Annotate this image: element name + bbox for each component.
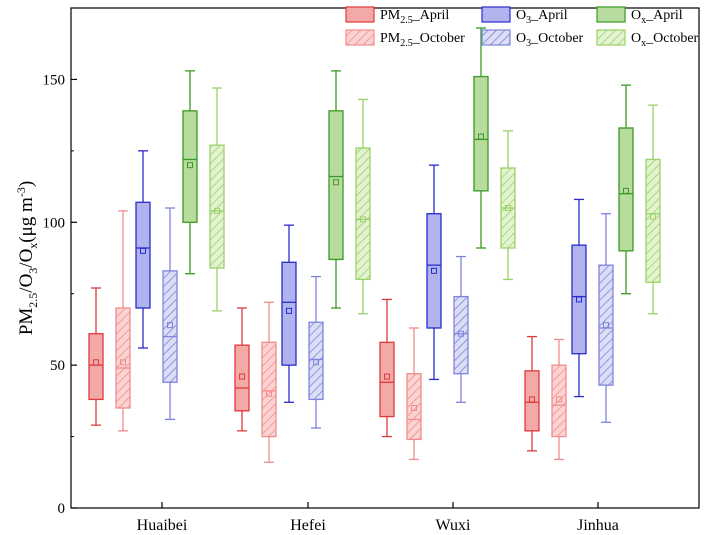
- mean-marker: [458, 330, 464, 337]
- legend-swatch: [345, 6, 375, 23]
- box-ox-october-hefei: [355, 98, 371, 315]
- legend-item-pm2-5-april: PM2.5_April: [345, 6, 449, 26]
- mean-marker: [623, 187, 629, 194]
- box-iqr: [355, 147, 371, 281]
- x-tick-label-jinhua: Jinhua: [577, 517, 619, 534]
- y-tick-label: 150: [43, 72, 66, 88]
- box-pm2-5-october-jinhua: [551, 338, 567, 461]
- box-o3-april-hefei: [281, 224, 297, 403]
- x-tick-label-hefei: Hefei: [290, 517, 326, 534]
- box-pm2-5-october-huaibei: [115, 210, 131, 432]
- box-iqr: [209, 144, 225, 269]
- box-iqr: [406, 373, 422, 441]
- mean-marker: [556, 396, 562, 403]
- box-iqr: [571, 244, 587, 355]
- box-o3-october-huaibei: [162, 207, 178, 421]
- box-pm2-5-april-huaibei: [88, 287, 104, 426]
- mean-marker: [120, 359, 126, 366]
- box-pm2-5-april-wuxi: [379, 298, 395, 438]
- y-tick-label: 50: [50, 358, 65, 374]
- mean-marker: [603, 322, 609, 329]
- mean-marker: [411, 405, 417, 411]
- mean-marker: [140, 247, 146, 254]
- mean-marker: [505, 205, 511, 211]
- box-o3-april-wuxi: [426, 164, 442, 381]
- legend-label: PM2.5_October: [380, 31, 465, 49]
- box-ox-april-hefei: [328, 70, 344, 309]
- mean-marker: [286, 307, 292, 314]
- x-tick-label-wuxi: Wuxi: [436, 517, 471, 534]
- box-ox-october-huaibei: [209, 87, 225, 312]
- legend-item-o3-april: O3_April: [481, 6, 568, 26]
- legend-swatch: [345, 29, 375, 46]
- mean-marker: [529, 396, 535, 403]
- mean-marker: [214, 207, 220, 214]
- mean-marker: [431, 267, 437, 274]
- box-pm2-5-april-jinhua: [524, 335, 540, 452]
- legend-swatch: [481, 29, 511, 46]
- legend-item-ox-october: Ox_October: [596, 29, 699, 49]
- mean-marker: [333, 179, 339, 186]
- mean-marker: [384, 373, 390, 380]
- mean-marker: [313, 359, 319, 366]
- mean-marker: [576, 296, 582, 303]
- legend-label: O3_April: [516, 8, 568, 26]
- box-pm2-5-october-wuxi: [406, 327, 422, 461]
- y-tick-label: 100: [43, 215, 66, 231]
- mean-marker: [93, 359, 99, 366]
- y-tick-label: 0: [58, 501, 66, 517]
- mean-marker: [360, 216, 366, 223]
- legend-swatch: [596, 6, 626, 23]
- x-tick-label-huaibei: Huaibei: [137, 517, 188, 534]
- legend-label: PM2.5_April: [380, 8, 449, 26]
- box-iqr: [234, 344, 250, 412]
- box-iqr: [551, 364, 567, 438]
- legend-item-ox-april: Ox_April: [596, 6, 683, 26]
- mean-marker: [266, 390, 272, 397]
- box-ox-april-huaibei: [182, 70, 198, 275]
- box-pm2-5-april-hefei: [234, 307, 250, 432]
- box-iqr: [426, 213, 442, 329]
- box-ox-april-wuxi: [473, 27, 489, 249]
- box-ox-october-jinhua: [645, 104, 661, 315]
- plot-frame: [70, 7, 700, 509]
- axes-layer: 0 50 100 150 Huaibei Hefei Wuxi Jinhua: [43, 72, 619, 534]
- legend-item-pm2-5-october: PM2.5_October: [345, 29, 465, 49]
- legend-item-o3-october: O3_October: [481, 29, 584, 49]
- legend-label: Ox_April: [631, 8, 683, 26]
- box-o3-april-huaibei: [135, 150, 151, 349]
- boxes-layer: [88, 27, 661, 463]
- box-iqr: [261, 341, 277, 438]
- box-iqr: [308, 321, 324, 401]
- box-iqr: [182, 110, 198, 223]
- box-o3-april-jinhua: [571, 198, 587, 398]
- mean-marker: [239, 373, 245, 380]
- legend-label: Ox_October: [631, 31, 699, 49]
- box-iqr: [645, 158, 661, 283]
- box-iqr: [162, 270, 178, 383]
- box-ox-april-jinhua: [618, 84, 634, 295]
- mean-marker: [650, 213, 656, 220]
- box-iqr: [115, 307, 131, 409]
- box-o3-october-jinhua: [598, 213, 614, 423]
- box-iqr: [524, 370, 540, 432]
- box-iqr: [598, 264, 614, 386]
- legend-label: O3_October: [516, 31, 584, 49]
- box-iqr: [453, 295, 469, 375]
- y-axis-title: PM2.5/O3/Ox(μg m-3): [14, 181, 40, 335]
- legend: PM2.5_April O3_April Ox_April PM2.5_October…: [345, 6, 699, 49]
- mean-marker: [478, 133, 484, 140]
- box-o3-october-hefei: [308, 275, 324, 429]
- box-iqr: [618, 127, 634, 252]
- mean-marker: [187, 162, 193, 169]
- box-pm2-5-october-hefei: [261, 301, 277, 463]
- box-iqr: [88, 333, 104, 401]
- box-iqr: [135, 201, 151, 309]
- legend-swatch: [596, 29, 626, 46]
- box-o3-october-wuxi: [453, 255, 469, 403]
- box-ox-october-wuxi: [500, 130, 516, 281]
- mean-marker: [167, 322, 173, 329]
- legend-swatch: [481, 6, 511, 23]
